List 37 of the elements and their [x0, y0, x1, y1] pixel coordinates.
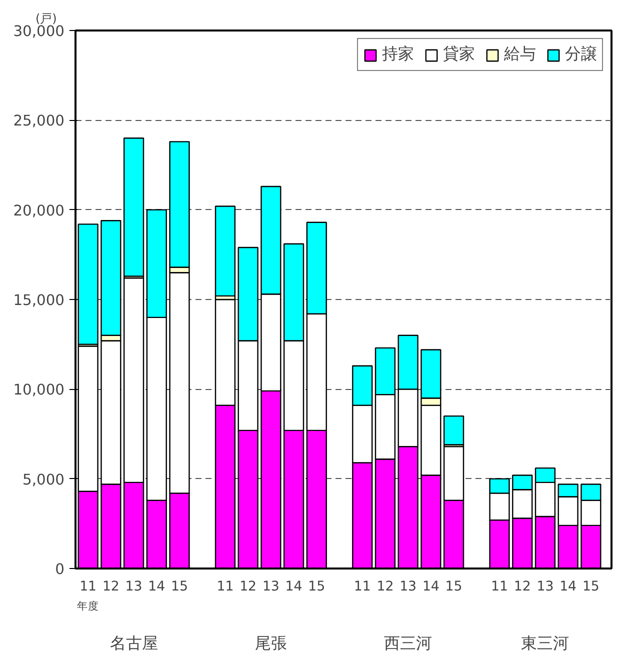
x-tick-label: 13: [125, 580, 142, 594]
legend-label: 給与: [504, 44, 536, 65]
x-tick-label: 12: [240, 580, 257, 594]
x-tick-label: 14: [285, 580, 302, 594]
x-tick-label: 13: [262, 580, 280, 594]
y-tick-label: 25,000: [13, 112, 65, 130]
legend-label: 分譲: [565, 44, 597, 65]
legend-label: 持家: [382, 44, 414, 65]
y-tick-label: 15,000: [13, 292, 65, 309]
x-tick-label: 11: [216, 580, 234, 594]
text: 年度: [77, 600, 100, 612]
y-axis-title: (戸): [36, 12, 57, 26]
x-tick-label: 14: [560, 580, 577, 594]
x-tick-label: 13: [536, 580, 554, 594]
x-tick-label: 15: [582, 580, 600, 594]
x-tick-label: 15: [171, 580, 188, 594]
x-tick-label: 12: [102, 580, 120, 594]
y-tick-label: 5,000: [22, 471, 65, 488]
x-tick-label: 14: [422, 580, 440, 594]
x-tick-label: 15: [445, 580, 462, 594]
x-tick-label: 15: [308, 580, 326, 594]
y-tick-label: 20,000: [13, 202, 65, 220]
legend-label: 貸家: [443, 44, 475, 65]
x-tick-label: 13: [400, 580, 417, 594]
text: 尾張: [254, 634, 287, 652]
x-tick-label: 11: [80, 580, 97, 594]
text: 東三河: [521, 634, 570, 652]
x-tick-label: 11: [491, 580, 508, 594]
y-tick-label: 30,000: [13, 23, 65, 40]
x-tick-label: 11: [354, 580, 371, 594]
x-tick-label: 12: [376, 580, 394, 594]
text: 西三河: [384, 634, 432, 652]
text: 名古屋: [110, 634, 158, 652]
y-tick-label: 10,000: [13, 382, 65, 399]
x-tick-label: 14: [148, 580, 166, 594]
x-tick-label: 12: [514, 580, 531, 594]
y-tick-label: 0: [55, 561, 65, 578]
